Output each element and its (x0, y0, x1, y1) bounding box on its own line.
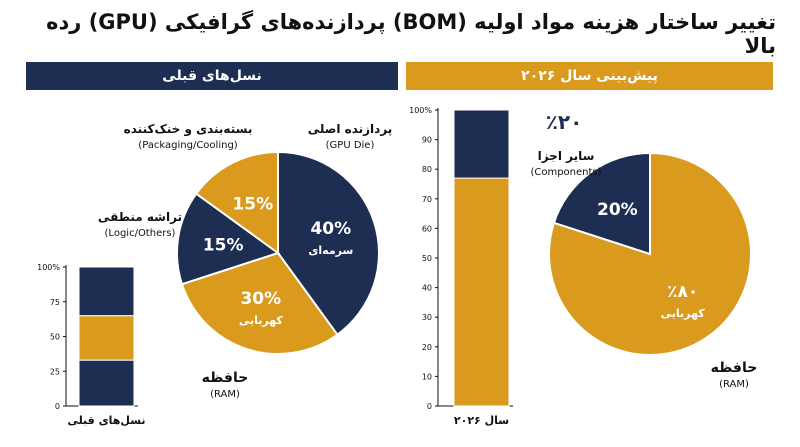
slice-sublabel: سرمه‌ای (308, 244, 353, 257)
y-tick-label: 75 (50, 298, 60, 307)
y-tick-label: 20 (422, 343, 432, 352)
y-tick-label: 60 (422, 224, 432, 233)
bar-segment (78, 266, 135, 317)
y-tick-label: 50 (422, 254, 432, 263)
slice-label: 20% (597, 200, 638, 220)
slice-outer-label: سایر اجزا (538, 149, 595, 163)
slice-outer-sublabel: (GPU Die) (326, 140, 375, 151)
slice-label: ٪۸۰ (667, 282, 698, 302)
y-tick-label: 25 (50, 367, 60, 376)
y-tick-label: 40 (422, 284, 432, 293)
y-tick-label: 100% (409, 106, 432, 115)
slice-sublabel: کهربایی (239, 314, 284, 327)
pie-slice (180, 251, 339, 355)
slice-outer-sublabel: (Packaging/Cooling) (138, 140, 237, 151)
y-tick-label: 100% (37, 263, 60, 272)
y-tick-label: 50 (50, 333, 60, 342)
pie-slice (194, 150, 279, 255)
slice-outer-sublabel: (RAM) (210, 389, 240, 400)
bar-segment (78, 315, 135, 361)
slice-label: 15% (203, 235, 244, 255)
y-tick-label: 70 (422, 195, 432, 204)
y-tick-label: 10 (422, 372, 432, 381)
y-tick-label: 90 (422, 136, 432, 145)
x-category-label: نسل‌های قبلی (67, 414, 145, 427)
slice-outer-label: تراشه منطقی (98, 210, 182, 224)
slice-label: 15% (232, 195, 273, 215)
bar-segment (453, 177, 510, 407)
pie-slice (552, 151, 651, 256)
x-category-label: سال ۲۰۲۶ (454, 414, 509, 427)
panel-header-previous: نسل‌های قبلی (26, 62, 398, 90)
y-tick-label: 80 (422, 165, 432, 174)
slice-sublabel: کهربایی (661, 307, 706, 320)
chart-title: تغییر ساختار هزینه مواد اولیه (BOM) پردا… (46, 10, 776, 58)
y-tick-label: 0 (427, 402, 432, 411)
slice-outer-sublabel: (Logic/Others) (105, 228, 176, 239)
slice-outer-sublabel: (Components) (530, 167, 601, 178)
bar-segment (78, 359, 135, 407)
slice-outer-label: حافظه (202, 370, 249, 386)
pie-slice (277, 150, 380, 337)
y-tick-label: 0 (55, 402, 60, 411)
pie-slice (176, 192, 281, 286)
slice-outer-label: بسته‌بندی و خنک‌کننده (124, 122, 253, 137)
slice-label: 30% (240, 289, 281, 309)
slice-callout: ٪۲۰ (546, 110, 583, 134)
slice-outer-label: حافظه (711, 360, 758, 376)
slice-outer-label: پردازنده اصلی (308, 122, 393, 136)
slice-outer-sublabel: (RAM) (719, 379, 749, 390)
panel-header-forecast: پیش‌بینی سال ۲۰۲۶ (406, 62, 773, 90)
bar-segment (453, 109, 510, 179)
y-tick-label: 30 (422, 313, 432, 322)
slice-label: 40% (310, 219, 351, 239)
